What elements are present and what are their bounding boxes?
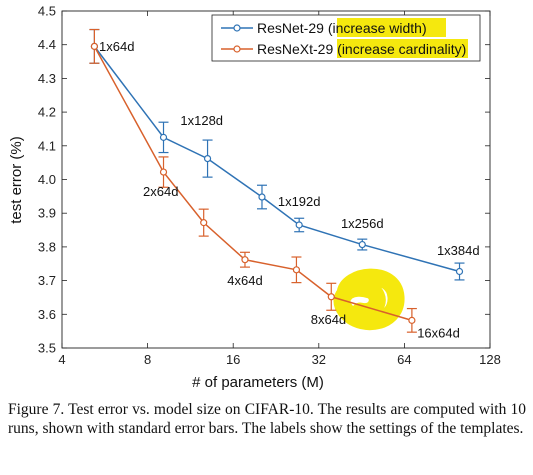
point-label: 4x64d [227,273,262,288]
x-tick-label: 8 [144,352,151,367]
data-point [358,240,366,249]
figure-caption: Figure 7. Test error vs. model size on C… [8,401,526,437]
legend-series-note: (increase width) [328,20,427,36]
legend-highlight-resnet [337,18,446,37]
x-tick-label: 64 [397,352,411,367]
legend-label: ResNet-29 (increase width) [257,20,427,36]
x-tick-label: 32 [312,352,326,367]
y-tick-label: 4.2 [38,105,56,120]
data-point [203,155,212,163]
data-point [295,221,303,229]
y-tick-label: 3.8 [38,239,56,254]
annotation-layer: 1x64d 1x128d 2x64d 1x192d 1x256d 1x384d 4x64d 8… [99,39,480,340]
y-tick-label: 4.5 [38,4,56,19]
point-label: 1x128d [180,113,223,128]
legend-label: ResNeXt-29 (increase cardinality) [257,41,466,57]
yellow-highlight-scribble [333,268,405,331]
legend-marker [233,24,241,32]
y-tick-label: 4.3 [38,71,56,86]
series-resnext-29 [89,28,417,333]
series-resnet-29 [89,28,465,281]
data-point [455,267,464,276]
point-label: 1x64d [99,39,134,54]
plot-frame [61,10,491,349]
y-tick-label: 3.5 [38,341,56,356]
legend-entry: ResNeXt-29 (increase cardinality) [221,41,466,57]
chart: 4 8 16 32 64 128 3.5 3.6 3.7 3.8 3.9 4.0 4.1 4.2 4.3 4.… [8,4,501,392]
legend: ResNet-29 (increase width) ResNeXt-29 (in… [211,14,481,62]
x-tick-label: 128 [479,352,501,367]
ticks: 4 8 16 32 64 128 3.5 3.6 3.7 3.8 3.9 4.0 4.1 4.2 4.3 4.… [38,4,501,368]
data-point [327,293,335,301]
legend-highlight-resnext [337,39,468,58]
point-label: 1x192d [278,194,321,209]
axes [61,10,491,349]
data-point [159,168,168,176]
point-label: 16x64d [417,325,460,340]
legend-marker [233,45,241,53]
y-tick-label: 3.7 [38,273,56,288]
y-tick-label: 3.9 [38,206,56,221]
point-label: 8x64d [311,312,346,327]
data-point [292,266,301,274]
point-label: 1x384d [437,243,480,258]
y-tick-label: 4.1 [38,138,56,153]
data-point [159,133,168,141]
legend-series-name: ResNeXt-29 [257,41,337,57]
data-point [241,256,249,264]
y-tick-label: 3.6 [38,307,56,322]
data-point [200,219,208,227]
x-tick-label: 16 [226,352,240,367]
data-point [258,193,266,201]
legend-entry: ResNet-29 (increase width) [221,20,427,36]
x-axis-title: # of parameters (M) [192,374,324,391]
point-label: 2x64d [143,184,178,199]
data-point [90,42,99,50]
series-line [93,45,460,273]
x-tick-label: 4 [58,352,65,367]
legend-series-note: (increase cardinality) [337,41,466,57]
data-point [408,316,416,324]
series-layer [89,28,465,333]
y-axis-title: test error (%) [8,136,25,224]
y-tick-label: 4.4 [38,37,56,52]
y-tick-label: 4.0 [38,172,56,187]
legend-series-name: ResNet-29 [257,20,328,36]
point-label: 1x256d [341,216,384,231]
